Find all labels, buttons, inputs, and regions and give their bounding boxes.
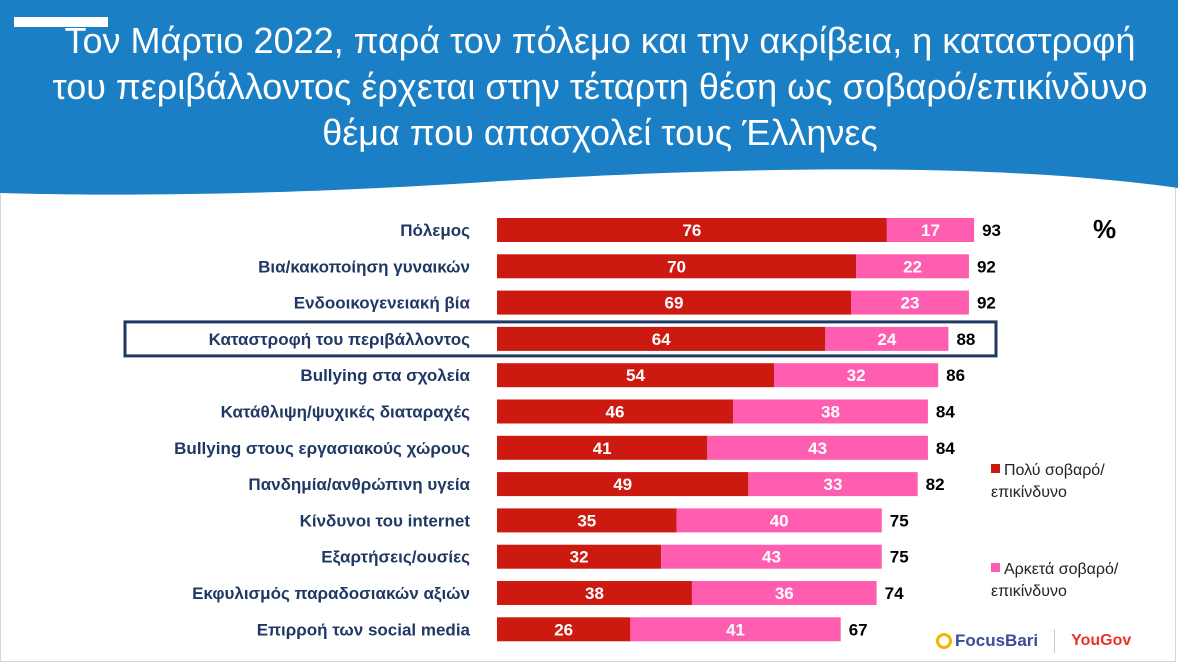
segment-value-label: 22 [903, 257, 922, 276]
bar-segment-series-1 [497, 581, 692, 605]
header-banner: Τον Μάρτιο 2022, παρά τον πόλεμο και την… [0, 0, 1178, 200]
bar-segment-series-2 [676, 508, 882, 533]
bar-segment-series-1 [497, 544, 662, 569]
segment-value-label: 33 [824, 475, 843, 494]
bar-segment-series-1 [497, 290, 851, 315]
bar-segment-series-2 [630, 617, 841, 642]
category-label: Bullying στους εργασιακούς χώρους [174, 439, 470, 458]
bar-segment-series-2 [732, 399, 928, 424]
category-label: Πανδημία/ανθρώπινη υγεία [248, 475, 470, 494]
total-value-label: 67 [849, 620, 868, 639]
legend-swatch-series-2 [991, 563, 1000, 573]
unit-label: % [1093, 214, 1117, 244]
focusbari-logo: FocusBari [936, 631, 1038, 651]
segment-value-label: 32 [570, 548, 589, 567]
segment-value-label: 76 [682, 221, 701, 240]
segment-value-label: 41 [726, 620, 745, 639]
bar-segment-series-2 [661, 544, 882, 569]
header-shape [0, 0, 1178, 195]
bar-segment-series-2 [691, 581, 877, 605]
bar-segment-series-2 [825, 326, 949, 351]
logo-separator [1054, 629, 1056, 653]
bar-segment-series-2 [707, 435, 928, 460]
segment-value-label: 49 [613, 475, 632, 494]
segment-value-label: 36 [775, 584, 794, 603]
segment-value-label: 24 [877, 330, 896, 349]
bar-segment-series-1 [497, 435, 708, 460]
total-value-label: 75 [890, 548, 909, 567]
highlight-box [123, 320, 998, 358]
total-value-label: 88 [956, 330, 975, 349]
category-label: Bullying στα σχολεία [300, 366, 470, 385]
segment-value-label: 26 [554, 620, 573, 639]
segment-value-label: 41 [593, 439, 612, 458]
yougov-logo: YouGov [1071, 632, 1132, 649]
total-value-label: 75 [890, 511, 909, 530]
bar-segment-series-1 [497, 508, 677, 533]
bar-segment-series-2 [748, 472, 918, 497]
category-label: Εξαρτήσεις/ουσίες [321, 548, 470, 567]
header-accent-line [14, 17, 108, 27]
segment-value-label: 64 [652, 330, 671, 349]
category-label: Πόλεμος [400, 221, 470, 240]
bar-segment-series-2 [774, 363, 939, 388]
legend-label-series-2: Αρκετά σοβαρό/ επικίνδυνο [991, 561, 1119, 600]
segment-value-label: 70 [667, 257, 686, 276]
bar-segment-series-1 [497, 617, 631, 642]
total-value-label: 84 [936, 439, 955, 458]
chart-title: Τον Μάρτιο 2022, παρά τον πόλεμο και την… [52, 20, 1148, 153]
segment-value-label: 46 [606, 403, 625, 422]
category-label: Κατάθλιψη/ψυχικές διαταραχές [221, 403, 471, 422]
legend-label-series-1: Πολύ σοβαρό/ επικίνδυνο [991, 462, 1105, 501]
bar-segment-series-2 [850, 290, 969, 315]
total-value-label: 92 [977, 294, 996, 313]
bar-segment-series-1 [497, 399, 733, 424]
segment-value-label: 35 [577, 511, 596, 530]
category-label: Εκφυλισμός παραδοσιακών αξιών [192, 584, 470, 603]
total-value-label: 82 [926, 475, 945, 494]
total-value-label: 84 [936, 403, 955, 422]
segment-value-label: 32 [847, 366, 866, 385]
legend-item-series-2: Αρκετά σοβαρό/ επικίνδυνο [991, 559, 1171, 603]
segment-value-label: 43 [808, 439, 827, 458]
total-value-label: 74 [885, 584, 904, 603]
bar-segment-series-1 [497, 363, 775, 388]
segment-value-label: 17 [921, 221, 940, 240]
bar-segment-series-2 [886, 218, 975, 242]
bar-segment-series-1 [497, 326, 826, 351]
focusbari-ring-icon [936, 633, 952, 649]
category-label: Βια/κακοποίηση γυναικών [258, 257, 470, 276]
segment-value-label: 40 [770, 511, 789, 530]
segment-value-label: 69 [665, 294, 684, 313]
total-value-label: 92 [977, 257, 996, 276]
total-value-label: 86 [946, 366, 965, 385]
segment-value-label: 38 [821, 403, 840, 422]
legend-swatch-series-1 [991, 464, 1000, 474]
segment-value-label: 23 [901, 294, 920, 313]
segment-value-label: 43 [762, 548, 781, 567]
segment-value-label: 54 [626, 366, 645, 385]
bar-segment-series-1 [497, 254, 857, 279]
category-label: Ενδοοικογενειακή βία [294, 294, 471, 313]
legend-item-series-1: Πολύ σοβαρό/ επικίνδυνο [991, 460, 1171, 504]
bar-segment-series-1 [497, 472, 749, 497]
category-label: Καταστροφή του περιβάλλοντος [209, 330, 471, 349]
segment-value-label: 38 [585, 584, 604, 603]
category-label: Επιρροή των social media [257, 620, 471, 639]
category-label: Κίνδυνοι του internet [300, 511, 471, 530]
logos: FocusBari YouGov [936, 625, 1131, 657]
bar-segment-series-2 [856, 254, 969, 279]
total-value-label: 93 [982, 221, 1001, 240]
bar-segment-series-1 [497, 218, 887, 242]
